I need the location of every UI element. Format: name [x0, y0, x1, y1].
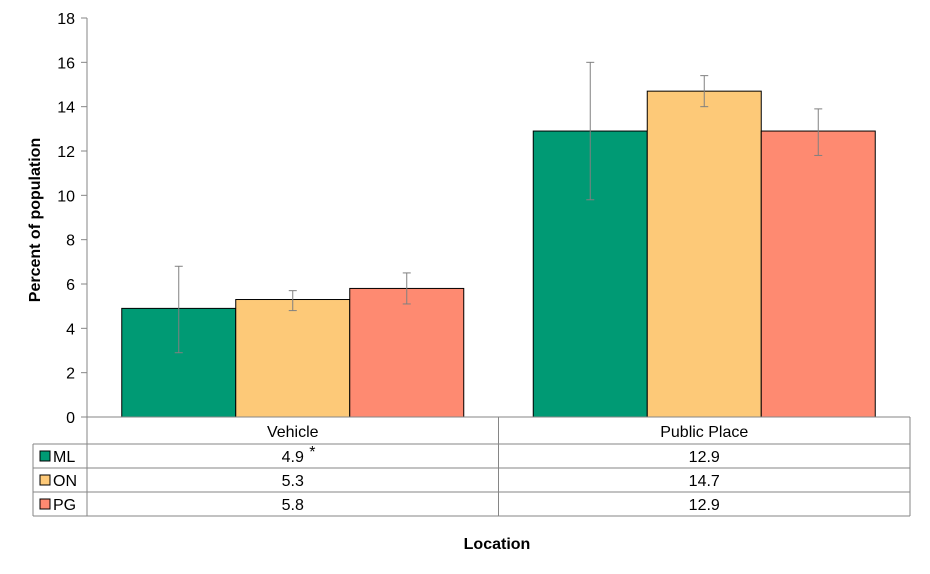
y-tick-label: 8	[66, 233, 75, 250]
y-tick-label: 16	[57, 55, 75, 72]
table-value-footnote-mark: *	[309, 444, 315, 461]
legend-swatch-on	[39, 474, 51, 486]
y-tick-label: 10	[57, 188, 75, 205]
y-tick-label: 12	[57, 144, 75, 161]
bar-pg-vehicle	[349, 287, 465, 418]
y-tick-label: 18	[57, 11, 75, 28]
y-axis-title: Percent of population	[27, 138, 44, 302]
y-tick-label: 0	[66, 410, 75, 427]
error-bars	[174, 61, 823, 354]
y-tick-label: 6	[66, 277, 75, 294]
x-category-label: Public Place	[660, 424, 748, 441]
x-category-label: Vehicle	[267, 424, 319, 441]
table-value: 5.8	[282, 497, 304, 514]
y-tick-label: 2	[66, 366, 75, 383]
legend-label: PG	[53, 497, 76, 514]
legend-swatch-ml	[39, 450, 51, 462]
table-value: 14.7	[689, 473, 720, 490]
y-tick-label: 14	[57, 100, 75, 117]
legend-swatch-pg	[39, 498, 51, 510]
y-axis: 0 2 4 6 8 10 12 14 16 18	[57, 11, 88, 427]
table-value: 12.9	[689, 449, 720, 466]
bar-pg-public-place	[760, 130, 876, 418]
x-axis-title: Location	[464, 536, 531, 553]
bar-on-public-place	[646, 90, 762, 418]
legend-label: ML	[53, 449, 75, 466]
y-tick-label: 4	[66, 321, 75, 338]
data-table: Vehicle Public Place ML 4.9 * 12.9 ON 5.3 14.7 PG…	[32, 416, 911, 517]
bars	[121, 90, 876, 418]
bar-on-vehicle	[235, 299, 351, 418]
table-value: 12.9	[689, 497, 720, 514]
legend-label: ON	[53, 473, 77, 490]
table-value: 4.9	[282, 449, 304, 466]
table-value: 5.3	[282, 473, 304, 490]
